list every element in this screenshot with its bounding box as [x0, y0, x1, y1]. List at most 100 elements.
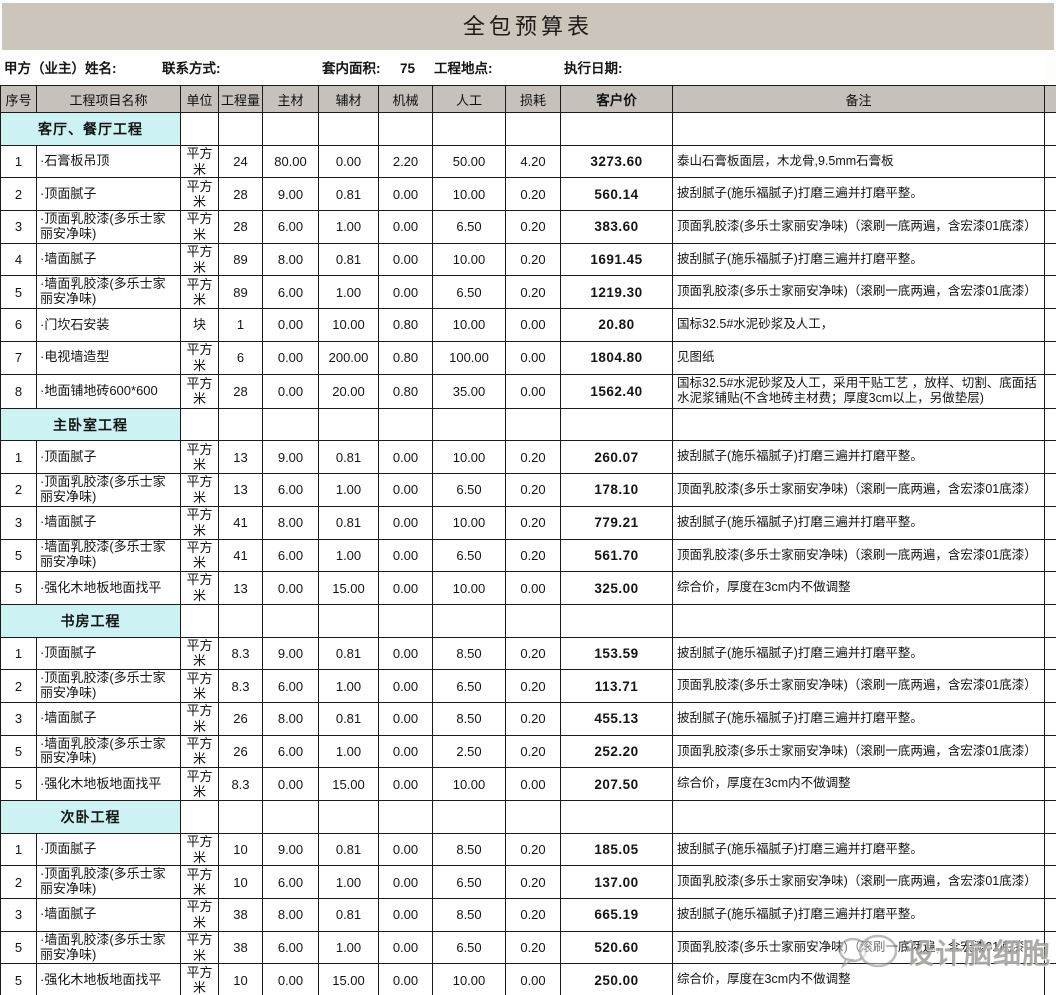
quantity-cell: 13	[218, 571, 263, 605]
machinery-cell: 0.00	[378, 963, 433, 995]
quantity-cell: 28	[218, 210, 263, 244]
quantity-cell: 26	[218, 701, 263, 736]
empty-cell	[218, 603, 263, 638]
empty-cell	[218, 800, 263, 834]
edge-cell	[1044, 242, 1056, 277]
table-row: 5 ·强化木地板地面找平 平方米 8.3 0.00 15.00 0.00 10.00 0.00 2…	[0, 767, 1056, 801]
main-material-cell: 6.00	[262, 865, 319, 900]
empty-cell	[318, 603, 379, 638]
empty-cell	[180, 112, 219, 146]
empty-cell	[672, 112, 1045, 146]
aux-material-cell: 0.81	[318, 636, 379, 671]
item-name-cell: ·墙面腻子	[36, 242, 181, 277]
machinery-cell: 0.00	[378, 669, 433, 703]
machinery-cell: 0.00	[378, 440, 433, 475]
unit-cell: 平方米	[180, 473, 219, 507]
labor-cell: 6.50	[432, 669, 506, 703]
customer-price-cell: 779.21	[560, 505, 673, 540]
aux-material-cell: 0.81	[318, 898, 379, 932]
machinery-cell: 0.80	[378, 340, 433, 375]
empty-cell	[1044, 800, 1056, 834]
seq-cell: 2	[0, 669, 37, 703]
seq-cell: 5	[0, 734, 37, 769]
edge-cell	[1044, 210, 1056, 244]
seq-cell: 1	[0, 832, 37, 867]
table-row: 1 ·石膏板吊顶 平方米 24 80.00 0.00 2.20 50.00 4.20 3273.6…	[0, 144, 1056, 179]
empty-cell	[218, 407, 263, 442]
empty-cell	[262, 800, 319, 834]
column-header-aux-material: 辅材	[318, 85, 379, 113]
machinery-cell: 0.00	[378, 275, 433, 310]
table-row: 3 ·墙面腻子 平方米 38 8.00 0.81 0.00 8.50 0.20 665.19 披刮腻…	[0, 898, 1056, 932]
column-header-main-material: 主材	[262, 85, 319, 113]
empty-cell	[560, 407, 673, 442]
main-material-cell: 9.00	[262, 636, 319, 671]
quantity-cell: 6	[218, 340, 263, 375]
aux-material-cell: 10.00	[318, 308, 379, 342]
empty-cell	[505, 407, 561, 442]
seq-cell: 3	[0, 701, 37, 736]
unit-cell: 平方米	[180, 669, 219, 703]
unit-cell: 平方米	[180, 963, 219, 995]
loss-cell: 0.20	[505, 210, 561, 244]
unit-cell: 平方米	[180, 636, 219, 671]
labor-cell: 8.50	[432, 636, 506, 671]
labor-cell: 8.50	[432, 832, 506, 867]
customer-price-cell: 250.00	[560, 963, 673, 995]
labor-cell: 2.50	[432, 734, 506, 769]
customer-price-cell: 153.59	[560, 636, 673, 671]
edge-cell	[1044, 340, 1056, 375]
machinery-cell: 0.80	[378, 373, 433, 409]
unit-cell: 平方米	[180, 177, 219, 212]
aux-material-cell: 0.81	[318, 440, 379, 475]
aux-material-cell: 1.00	[318, 930, 379, 965]
table-row: 2 ·顶面乳胶漆(多乐士家丽安净味) 平方米 13 6.00 1.00 0.00 6.50 0.…	[0, 473, 1056, 507]
main-material-cell: 9.00	[262, 177, 319, 212]
remark-cell: 顶面乳胶漆(多乐士家丽安净味)（滚刷一底两遍，含宏漆01底漆）	[672, 734, 1045, 769]
quantity-cell: 89	[218, 275, 263, 310]
column-header-quantity: 工程量	[218, 85, 263, 113]
empty-cell	[218, 112, 263, 146]
customer-price-cell: 3273.60	[560, 144, 673, 179]
customer-price-cell: 113.71	[560, 669, 673, 703]
quantity-cell: 24	[218, 144, 263, 179]
unit-cell: 平方米	[180, 734, 219, 769]
seq-cell: 7	[0, 340, 37, 375]
customer-price-cell: 1562.40	[560, 373, 673, 409]
item-name-cell: ·电视墙造型	[36, 340, 181, 375]
customer-price-cell: 260.07	[560, 440, 673, 475]
seq-cell: 5	[0, 930, 37, 965]
empty-cell	[1044, 603, 1056, 638]
empty-cell	[560, 800, 673, 834]
main-material-cell: 6.00	[262, 734, 319, 769]
customer-price-cell: 325.00	[560, 571, 673, 605]
unit-cell: 平方米	[180, 275, 219, 310]
quantity-cell: 1	[218, 308, 263, 342]
loss-cell: 0.20	[505, 734, 561, 769]
edge-cell	[1044, 898, 1056, 932]
empty-cell	[432, 112, 506, 146]
loss-cell: 0.20	[505, 440, 561, 475]
quantity-cell: 38	[218, 898, 263, 932]
seq-cell: 1	[0, 144, 37, 179]
customer-price-cell: 178.10	[560, 473, 673, 507]
table-row: 5 ·墙面乳胶漆(多乐士家丽安净味) 平方米 26 6.00 1.00 0.00 2.50 0.…	[0, 734, 1056, 769]
aux-material-cell: 0.81	[318, 177, 379, 212]
labor-cell: 6.50	[432, 865, 506, 900]
main-material-cell: 80.00	[262, 144, 319, 179]
table-row: 4 ·墙面腻子 平方米 89 8.00 0.81 0.00 10.00 0.20 1691.45 披…	[0, 242, 1056, 277]
unit-cell: 平方米	[180, 865, 219, 900]
remark-cell: 顶面乳胶漆(多乐士家丽安净味)（滚刷一底两遍，含宏漆01底漆）	[672, 930, 1045, 965]
machinery-cell: 0.00	[378, 734, 433, 769]
remark-cell: 国标32.5#水泥砂浆及人工，采用干贴工艺 ，放样、切割、底面括水泥浆铺贴(不含…	[672, 373, 1045, 409]
edge-cell	[1044, 701, 1056, 736]
unit-cell: 平方米	[180, 505, 219, 540]
section-row: 主卧室工程	[0, 407, 1056, 442]
item-name-cell: ·顶面乳胶漆(多乐士家丽安净味)	[36, 865, 181, 900]
item-name-cell: ·顶面乳胶漆(多乐士家丽安净味)	[36, 473, 181, 507]
remark-cell: 顶面乳胶漆(多乐士家丽安净味)（滚刷一底两遍，含宏漆01底漆）	[672, 275, 1045, 310]
loss-cell: 0.00	[505, 340, 561, 375]
machinery-cell: 0.00	[378, 767, 433, 801]
remark-cell: 披刮腻子(施乐福腻子)打磨三遍并打磨平整。	[672, 832, 1045, 867]
labor-cell: 6.50	[432, 930, 506, 965]
